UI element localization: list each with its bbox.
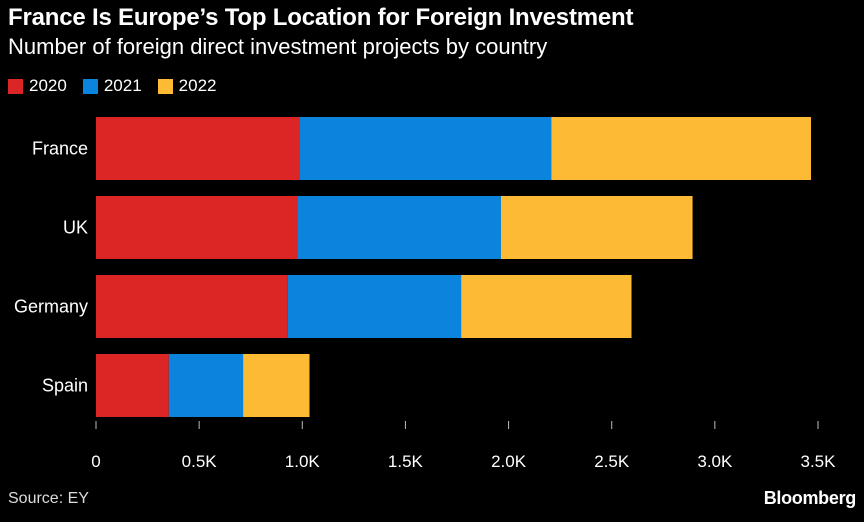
- x-tick-label-4: 2.0K: [491, 452, 527, 471]
- bar-france-2022: [551, 117, 811, 180]
- legend-swatch-2020: [8, 78, 23, 94]
- x-tick-label-6: 3.0K: [697, 452, 733, 471]
- bar-germany-2021: [287, 275, 462, 338]
- bar-germany-2020: [96, 275, 288, 338]
- bloomberg-logo: Bloomberg: [763, 488, 857, 508]
- bar-france-2020: [96, 117, 300, 180]
- chart-subtitle: Number of foreign direct investment proj…: [8, 34, 548, 59]
- category-label-uk: UK: [63, 218, 88, 238]
- bar-germany-2022: [461, 275, 632, 338]
- legend-label-2021: 2021: [103, 76, 142, 95]
- chart-title: France Is Europe’s Top Location for Fore…: [8, 4, 634, 31]
- category-label-germany: Germany: [14, 297, 88, 317]
- bar-spain-2022: [243, 354, 310, 417]
- legend-item-2021: 2021: [82, 76, 142, 96]
- x-tick-label-2: 1.0K: [285, 452, 321, 471]
- legend: 2020 2021 2022: [8, 76, 216, 96]
- x-tick-label-7: 3.5K: [801, 452, 837, 471]
- legend-label-2022: 2022: [178, 76, 217, 95]
- legend-item-2020: 2020: [8, 76, 67, 96]
- x-tick-label-1: 0.5K: [182, 452, 218, 471]
- legend-label-2020: 2020: [29, 76, 67, 95]
- bar-uk-2022: [500, 196, 693, 259]
- x-tick-label-3: 1.5K: [388, 452, 424, 471]
- x-tick-label-5: 2.5K: [594, 452, 630, 471]
- source-note: Source: EY: [8, 490, 89, 507]
- bar-uk-2020: [96, 196, 298, 259]
- legend-swatch-2022: [157, 78, 173, 94]
- legend-swatch-2021: [82, 78, 98, 94]
- category-label-spain: Spain: [42, 376, 88, 396]
- x-tick-label-0: 0: [91, 452, 100, 471]
- category-label-france: France: [32, 139, 88, 159]
- bar-spain-2021: [168, 354, 244, 417]
- legend-item-2022: 2022: [157, 76, 217, 96]
- bar-france-2021: [299, 117, 552, 180]
- bar-spain-2020: [96, 354, 169, 417]
- bar-uk-2021: [297, 196, 501, 259]
